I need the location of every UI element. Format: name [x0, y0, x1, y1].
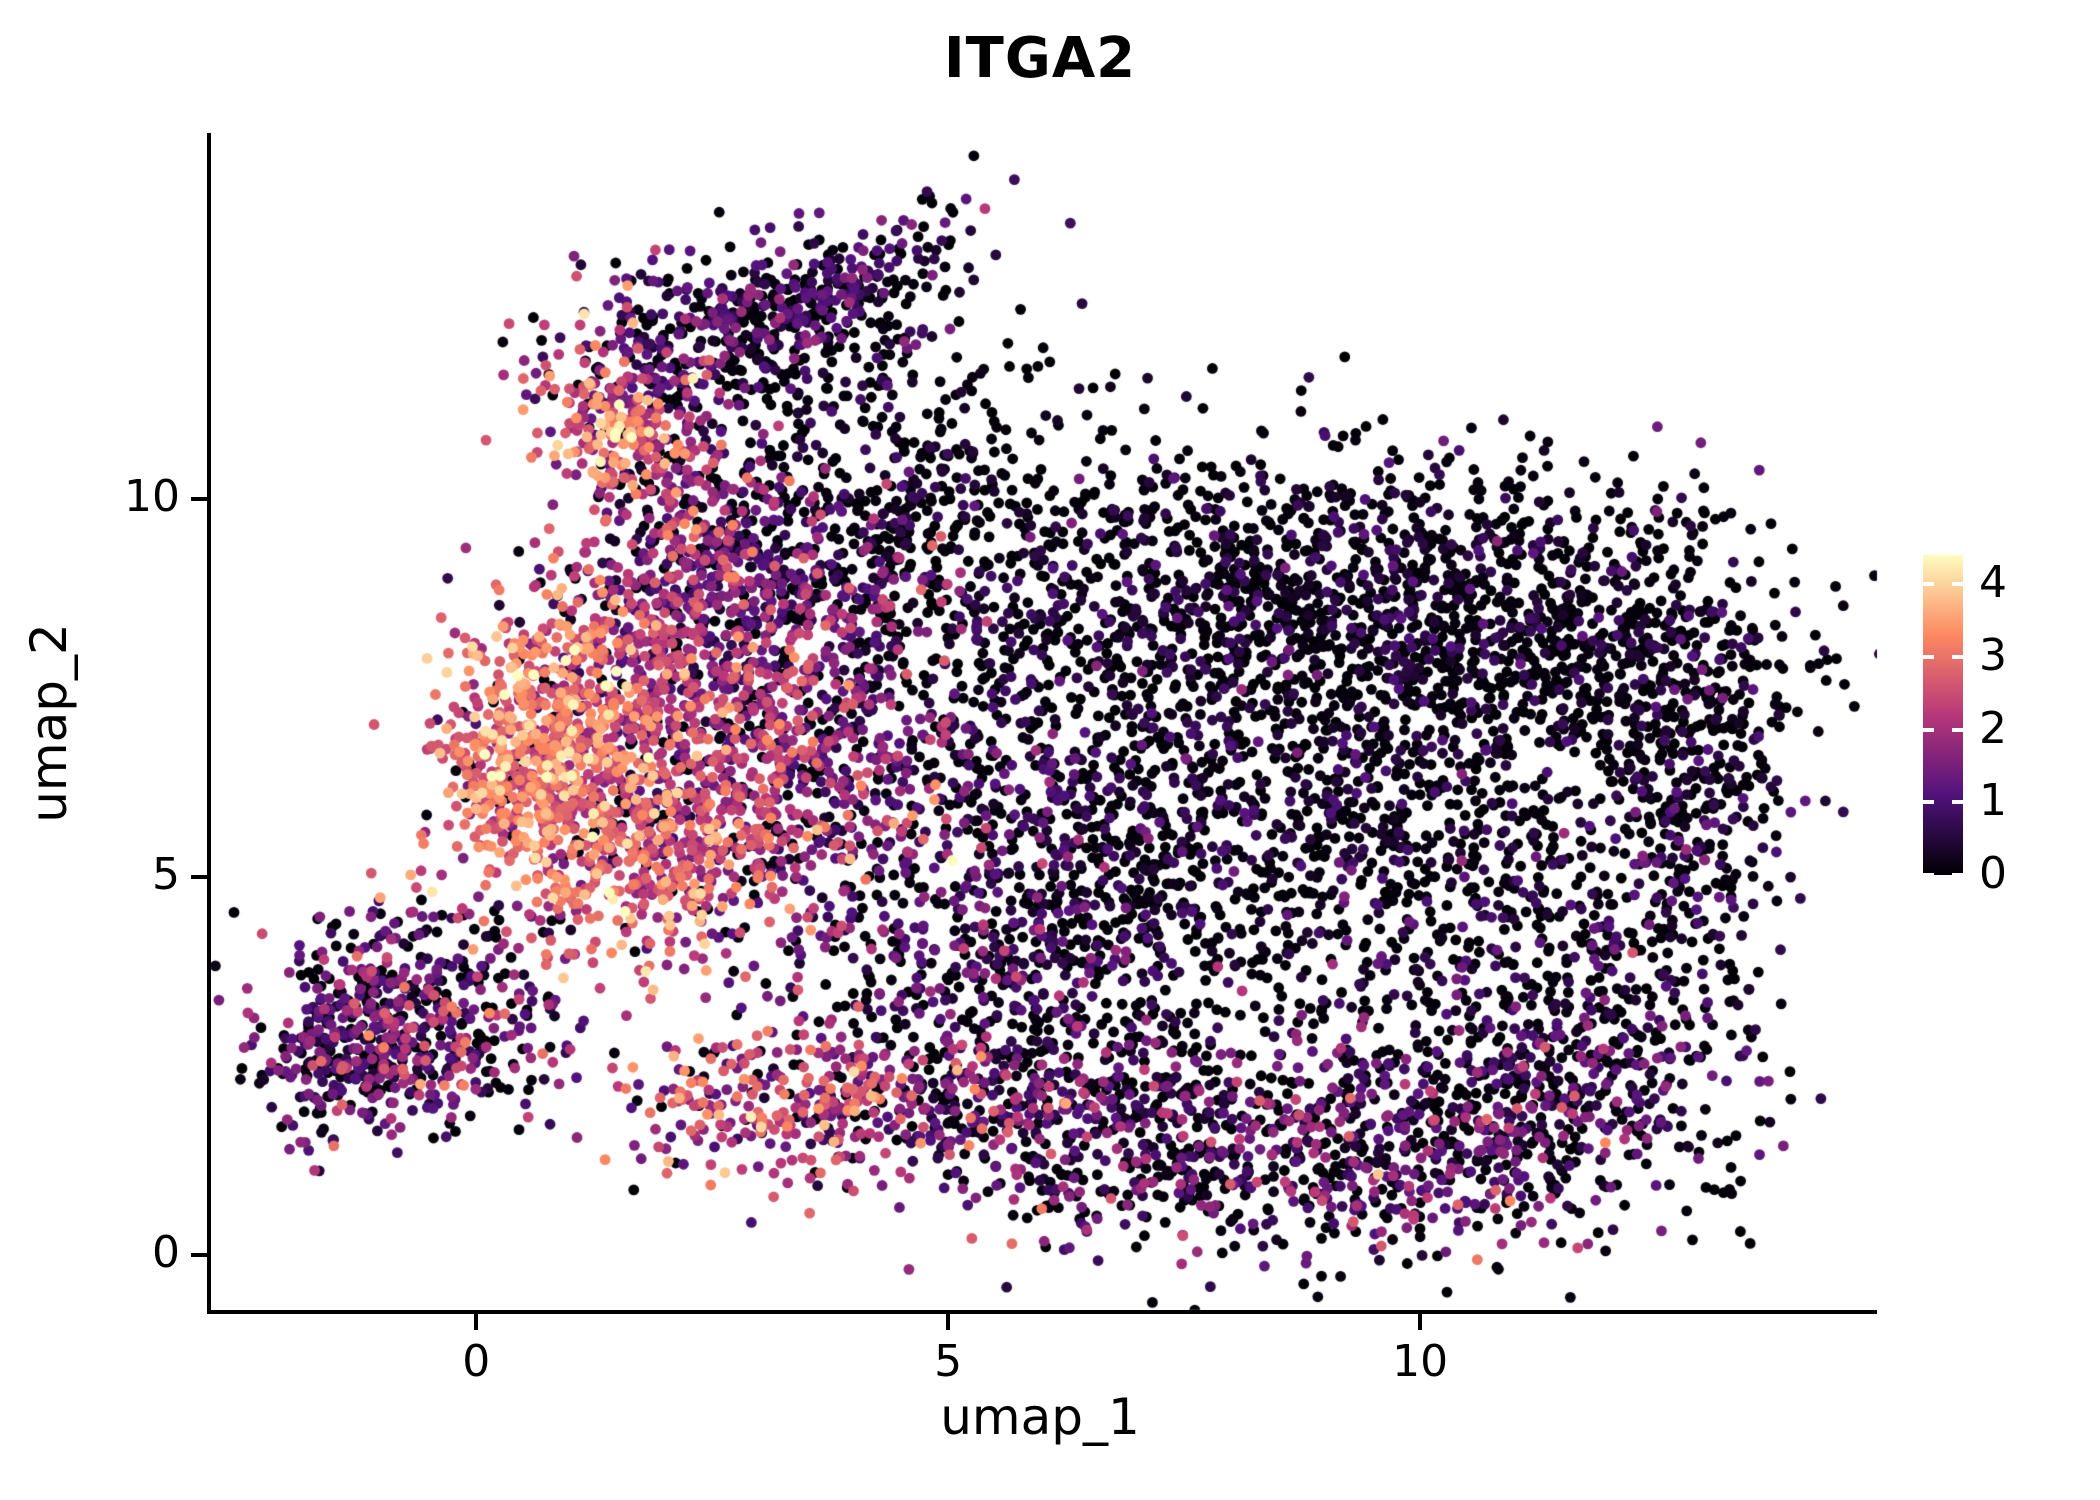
y-tick-mark	[191, 1252, 207, 1257]
y-tick-label: 0	[152, 1226, 180, 1278]
colorbar-tick-mark	[1923, 727, 1934, 732]
y-axis-label: umap_2	[20, 622, 78, 823]
colorbar-tick-mark	[1923, 582, 1934, 587]
x-tick-label: 10	[1392, 1336, 1449, 1387]
colorbar-tick-mark	[1923, 800, 1934, 805]
x-tick-mark	[1418, 1314, 1423, 1330]
colorbar-tick-mark	[1952, 654, 1963, 659]
colorbar	[1923, 555, 1963, 875]
x-tick-label: 0	[462, 1336, 491, 1387]
y-axis-label-wrap: umap_2	[14, 135, 84, 1310]
colorbar-tick-mark	[1952, 873, 1963, 877]
colorbar-tick-label: 2	[1979, 702, 2007, 754]
colorbar-tick-mark	[1952, 800, 1963, 805]
colorbar-tick-label: 3	[1979, 629, 2007, 681]
colorbar-tick-mark	[1952, 582, 1963, 587]
y-axis-line	[207, 133, 211, 1314]
x-axis-line	[207, 1310, 1877, 1314]
y-tick-mark	[191, 874, 207, 879]
x-tick-label: 5	[934, 1336, 963, 1387]
colorbar-tick-mark	[1923, 873, 1934, 877]
x-axis-label: umap_1	[940, 1388, 1140, 1446]
y-tick-label: 5	[152, 848, 180, 900]
x-tick-mark	[474, 1314, 479, 1330]
colorbar-tick-label: 4	[1979, 557, 2007, 609]
x-tick-mark	[946, 1314, 951, 1330]
colorbar-tick-mark	[1923, 654, 1934, 659]
colorbar-tick-label: 0	[1979, 848, 2007, 899]
colorbar-tick-mark	[1952, 727, 1963, 732]
y-tick-mark	[191, 496, 207, 501]
colorbar-tick-label: 1	[1979, 775, 2007, 827]
y-tick-label: 10	[124, 470, 180, 522]
